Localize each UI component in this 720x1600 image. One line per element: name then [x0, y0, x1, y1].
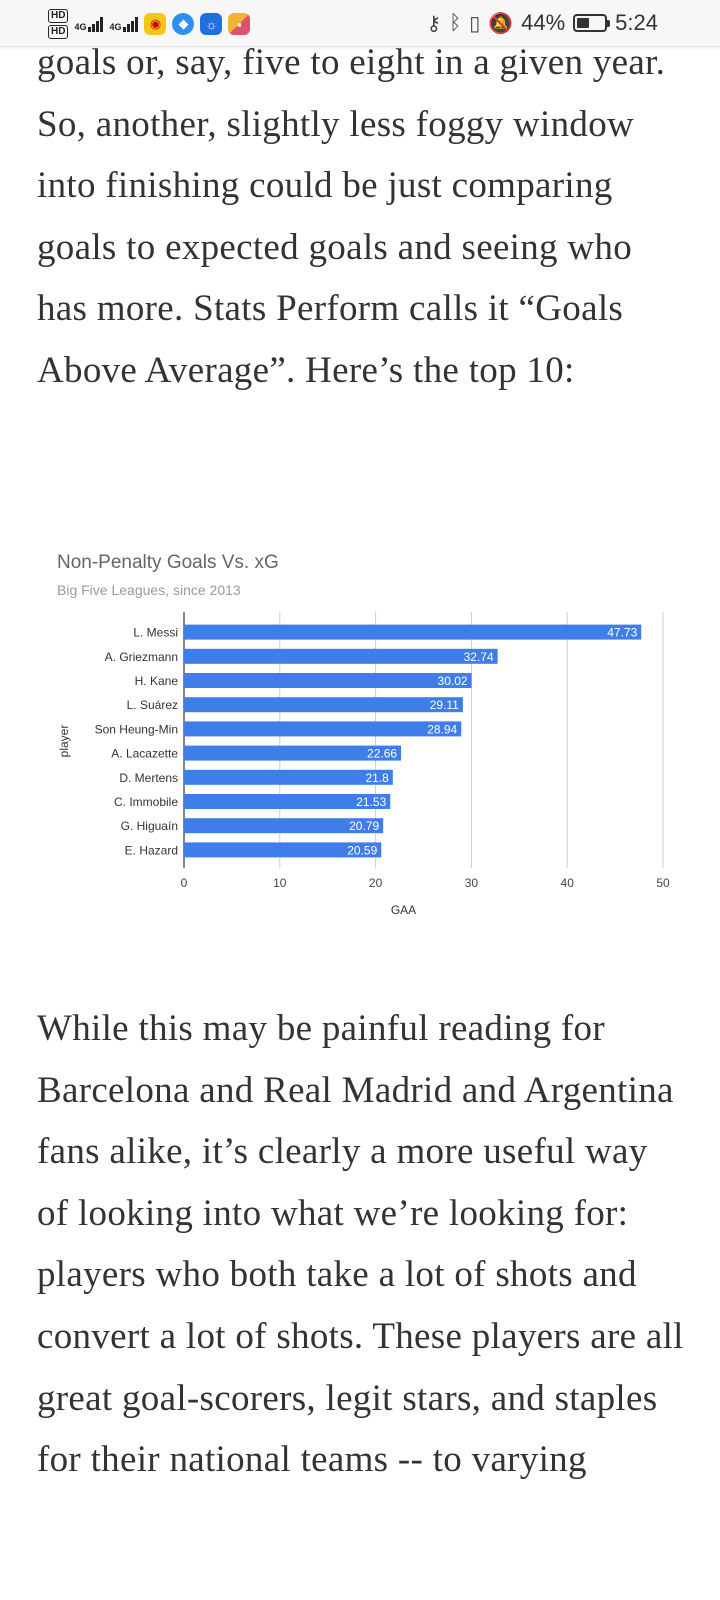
- bar: [184, 794, 391, 809]
- browser-icon: ◆: [172, 13, 195, 35]
- x-tick-label: 30: [465, 876, 479, 890]
- y-tick-label: A. Griezmann: [105, 650, 178, 664]
- bluetooth-icon: ᛒ: [449, 11, 462, 34]
- bar: [184, 673, 472, 688]
- bar-value-label: 47.73: [607, 626, 637, 640]
- chart-subtitle: Big Five Leagues, since 2013: [57, 582, 241, 598]
- bar-value-label: 29.11: [430, 698, 459, 712]
- bell-off-icon: 🔕: [488, 12, 514, 35]
- bar: [184, 818, 384, 834]
- bar: [184, 697, 463, 713]
- app-icon: ▪: [228, 13, 251, 35]
- chart-title: Non-Penalty Goals Vs. xG: [57, 552, 279, 573]
- clock: 5:24: [615, 10, 658, 35]
- article-paragraph-1: goals or, say, five to eight in a given …: [37, 42, 666, 391]
- sim1-label: 4G: [74, 22, 87, 32]
- sim2-label: 4G: [109, 22, 122, 32]
- x-tick-label: 20: [369, 876, 383, 890]
- y-tick-label: L. Messi: [133, 626, 178, 640]
- x-axis-title: GAA: [391, 903, 416, 917]
- key-icon: ⚷: [426, 12, 442, 35]
- y-tick-label: E. Hazard: [125, 843, 178, 857]
- y-tick-label: G. Higuaín: [121, 819, 178, 833]
- sim1-signal-icon: 4G: [74, 16, 104, 32]
- bar-value-label: 22.66: [367, 747, 397, 761]
- hd-badge-1: HD: [48, 9, 69, 23]
- hd-indicators: HD HD: [48, 9, 69, 39]
- y-tick-label: Son Heung-Min: [95, 722, 178, 736]
- y-tick-label: H. Kane: [135, 674, 179, 688]
- bar: [184, 648, 498, 664]
- sim2-signal-icon: 4G: [109, 16, 139, 32]
- bar-value-label: 20.79: [349, 819, 379, 833]
- chart-plot: 0 10 20 30 40 50 47.73 L. Messi 32.74 A. Griezman…: [57, 612, 670, 917]
- y-tick-label: C. Immobile: [114, 795, 178, 809]
- x-tick-label: 50: [656, 876, 670, 890]
- y-axis-title: player: [57, 725, 71, 758]
- bar-value-label: 20.59: [347, 843, 377, 857]
- bar-value-label: 21.53: [356, 795, 386, 809]
- status-right: ⚷ ᛒ ▯ 🔕 44% 5:24: [427, 8, 658, 38]
- status-left: HD HD 4G 4G ◉ ◆ ☼ ▪: [48, 6, 251, 42]
- bar-value-label: 30.02: [438, 674, 468, 688]
- x-tick-label: 0: [181, 876, 188, 890]
- bar: [184, 769, 393, 785]
- bar: [184, 745, 402, 761]
- y-tick-label: D. Mertens: [119, 771, 178, 785]
- bar-value-label: 28.94: [427, 722, 457, 736]
- status-bar: HD HD 4G 4G ◉ ◆ ☼ ▪ ⚷ ᛒ ▯ 🔕 44% 5:24: [0, 0, 720, 47]
- bar: [184, 721, 462, 737]
- bar-value-label: 21.8: [365, 771, 389, 785]
- battery-icon: [573, 14, 611, 32]
- bar: [184, 842, 382, 858]
- bar: [184, 624, 642, 640]
- lightbulb-icon: ☼: [200, 13, 223, 35]
- bar-value-label: 32.74: [464, 650, 494, 664]
- x-tick-label: 40: [561, 876, 575, 890]
- y-tick-label: A. Lacazette: [111, 747, 178, 761]
- battery-fill: [577, 18, 589, 28]
- hd-badge-2: HD: [48, 25, 69, 39]
- weibo-icon: ◉: [144, 13, 167, 35]
- x-tick-label: 10: [273, 876, 287, 890]
- gaa-bar-chart: Non-Penalty Goals Vs. xG Big Five League…: [0, 540, 720, 930]
- vibrate-icon: ▯: [469, 12, 481, 35]
- y-tick-label: L. Suárez: [127, 698, 178, 712]
- article-paragraph-2: While this may be painful reading for Ba…: [37, 1008, 684, 1481]
- battery-percent: 44%: [521, 10, 566, 35]
